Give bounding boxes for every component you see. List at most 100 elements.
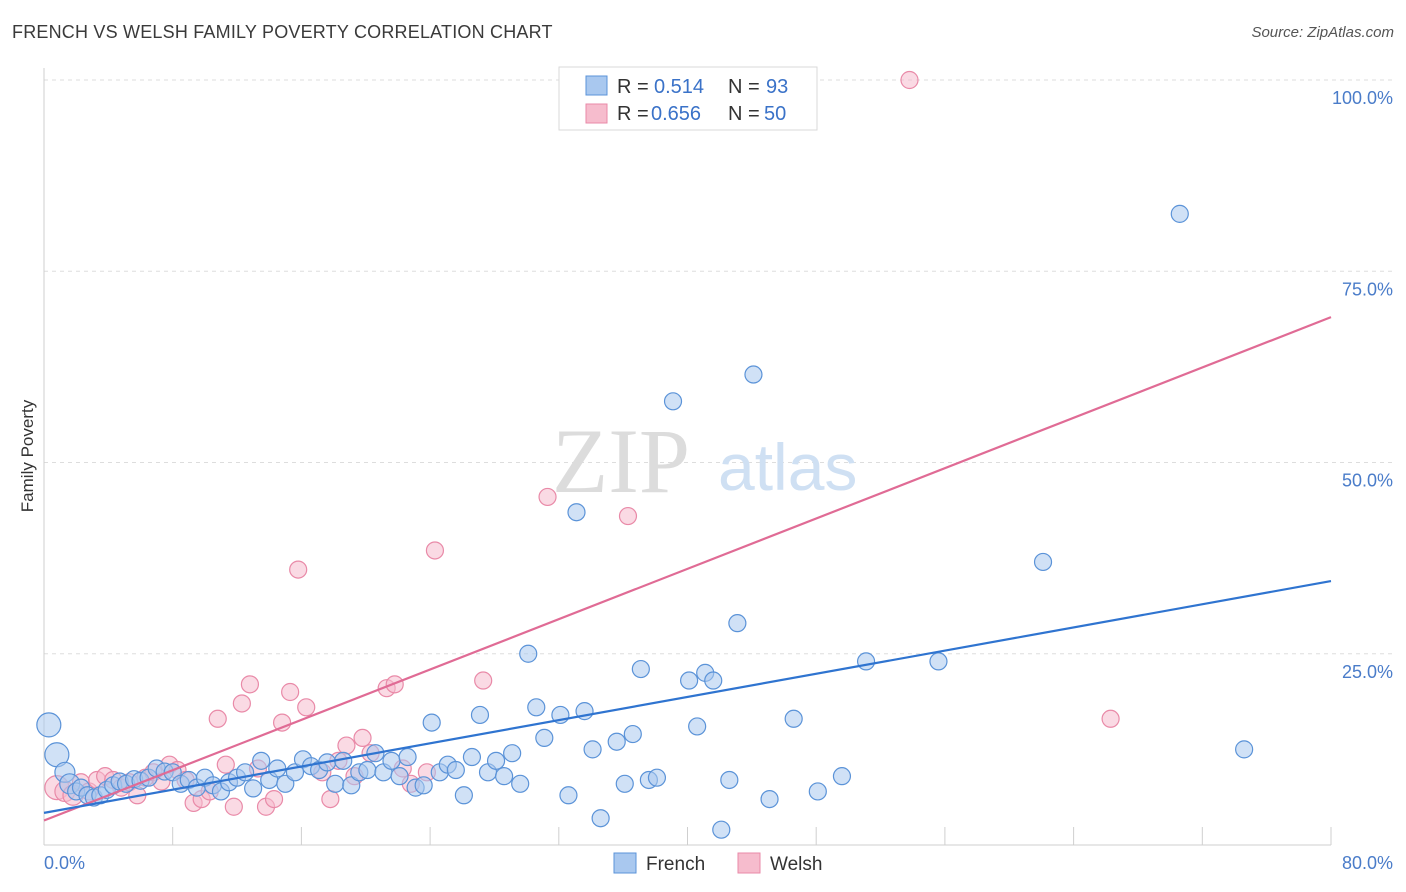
french-point-66 bbox=[559, 786, 578, 805]
french-point-49 bbox=[414, 776, 433, 795]
y-tick-label-3: 100.0% bbox=[1332, 88, 1393, 108]
french-point-40 bbox=[342, 776, 361, 795]
french-point-73 bbox=[623, 724, 642, 744]
watermark-atlas: atlas bbox=[718, 430, 857, 504]
french-point-70 bbox=[591, 809, 610, 828]
welsh-point-49 bbox=[1101, 709, 1120, 728]
french-point-0 bbox=[36, 712, 62, 738]
french-point-64 bbox=[535, 728, 554, 748]
french-point-54 bbox=[454, 786, 473, 805]
french-point-94 bbox=[1235, 740, 1254, 759]
stats-r-label-welsh: R = bbox=[617, 103, 649, 125]
french-point-69 bbox=[583, 740, 602, 759]
y-tick-label-2: 75.0% bbox=[1342, 279, 1393, 299]
chart-source: Source: ZipAtlas.com bbox=[1251, 24, 1394, 41]
watermark-zip: ZIP bbox=[552, 410, 690, 512]
french-point-85 bbox=[744, 365, 763, 384]
french-point-81 bbox=[704, 671, 723, 690]
french-point-86 bbox=[760, 789, 779, 809]
trendlines bbox=[43, 316, 1332, 822]
welsh-point-46 bbox=[538, 487, 557, 507]
french-point-63 bbox=[527, 698, 546, 717]
french-point-84 bbox=[728, 614, 747, 633]
french-point-74 bbox=[631, 659, 650, 679]
french-point-50 bbox=[422, 713, 441, 732]
legend-swatch-french bbox=[613, 852, 637, 874]
french-points bbox=[36, 204, 1254, 839]
welsh-point-35 bbox=[337, 736, 356, 755]
french-point-59 bbox=[495, 767, 514, 786]
welsh-point-24 bbox=[240, 675, 260, 694]
welsh-point-33 bbox=[321, 789, 340, 809]
y-tick-labels: 25.0% 50.0% 75.0% 100.0% bbox=[1332, 88, 1393, 682]
gridlines bbox=[44, 79, 1394, 655]
welsh-point-20 bbox=[208, 709, 227, 728]
french-point-67 bbox=[567, 503, 586, 522]
french-point-31 bbox=[268, 759, 287, 778]
french-point-93 bbox=[1170, 204, 1189, 223]
french-point-78 bbox=[680, 671, 699, 690]
stats-n-label-welsh: N = bbox=[728, 103, 760, 125]
stats-legend-swatch-welsh bbox=[585, 103, 608, 124]
french-point-28 bbox=[244, 779, 263, 798]
legend-label-welsh: Welsh bbox=[770, 854, 822, 875]
french-point-83 bbox=[720, 770, 739, 790]
french-point-89 bbox=[832, 767, 852, 786]
french-point-72 bbox=[615, 774, 634, 793]
stats-n-label-french: N = bbox=[728, 76, 760, 98]
french-point-62 bbox=[519, 644, 538, 663]
french-point-87 bbox=[784, 709, 803, 728]
welsh-point-22 bbox=[224, 797, 243, 816]
french-point-88 bbox=[808, 782, 827, 801]
welsh-point-29 bbox=[281, 682, 300, 702]
stats-r-value-french: 0.514 bbox=[654, 76, 704, 98]
legend-label-french: French bbox=[646, 854, 705, 875]
french-point-60 bbox=[503, 744, 522, 763]
french-point-61 bbox=[511, 774, 530, 793]
french-point-71 bbox=[607, 732, 626, 751]
french-point-42 bbox=[358, 760, 377, 780]
stats-n-value-welsh: 50 bbox=[764, 103, 786, 125]
welsh-point-37 bbox=[353, 728, 372, 748]
welsh-point-48 bbox=[900, 70, 919, 90]
french-point-47 bbox=[398, 747, 417, 767]
welsh-point-31 bbox=[297, 698, 316, 717]
y-tick-label-0: 25.0% bbox=[1342, 662, 1393, 682]
stats-r-value-welsh: 0.656 bbox=[651, 103, 701, 125]
french-point-91 bbox=[929, 652, 948, 671]
french-point-82 bbox=[712, 820, 731, 839]
legend-swatch-welsh bbox=[737, 852, 761, 874]
french-point-53 bbox=[446, 760, 465, 780]
french-point-58 bbox=[486, 751, 506, 770]
french-point-77 bbox=[663, 392, 683, 411]
series-legend: French Welsh bbox=[613, 852, 822, 875]
stats-legend-swatch-french bbox=[585, 75, 608, 96]
watermark: ZIP atlas bbox=[552, 410, 857, 512]
x-tick-label-min: 0.0% bbox=[44, 853, 85, 873]
french-point-79 bbox=[688, 717, 707, 736]
welsh-point-30 bbox=[289, 560, 308, 579]
chart-title: FRENCH VS WELSH FAMILY POVERTY CORRELATI… bbox=[12, 22, 553, 42]
welsh-point-45 bbox=[474, 671, 493, 690]
french-trendline bbox=[43, 579, 1332, 814]
welsh-trendline bbox=[43, 316, 1332, 822]
welsh-point-21 bbox=[216, 755, 235, 774]
x-tick-labels: 0.0% 80.0% bbox=[44, 853, 1393, 873]
french-point-55 bbox=[462, 747, 482, 767]
french-point-38 bbox=[326, 774, 345, 793]
welsh-point-23 bbox=[232, 694, 251, 713]
stats-n-value-french: 93 bbox=[766, 76, 788, 98]
french-point-76 bbox=[647, 768, 667, 787]
welsh-point-47 bbox=[618, 506, 638, 526]
welsh-point-27 bbox=[264, 789, 284, 809]
x-tick-label-max: 80.0% bbox=[1342, 853, 1393, 873]
french-point-90 bbox=[856, 652, 876, 671]
y-tick-label-1: 50.0% bbox=[1342, 471, 1393, 491]
welsh-point-44 bbox=[425, 541, 445, 560]
french-point-56 bbox=[470, 705, 490, 725]
french-point-92 bbox=[1033, 552, 1053, 572]
french-point-29 bbox=[252, 751, 271, 770]
french-point-45 bbox=[382, 751, 401, 770]
stats-legend: R = 0.514 N = 93 R = 0.656 N = 50 bbox=[558, 66, 818, 131]
